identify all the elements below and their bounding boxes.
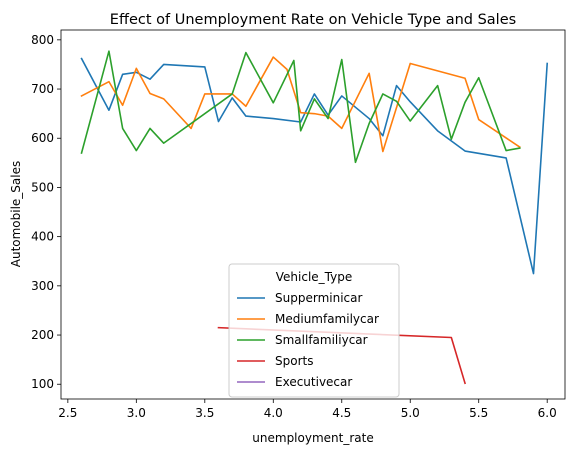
chart-title: Effect of Unemployment Rate on Vehicle T… <box>110 12 516 28</box>
legend-entries: Supperminicar Mediumfamilycar Smallfamiliy… <box>237 291 379 389</box>
x-tick-label: 3.5 <box>195 406 214 420</box>
y-tick-label: 100 <box>31 377 54 391</box>
legend-label-smallfamiliycar: Smallfamiliycar <box>275 333 368 347</box>
y-axis-ticks: 100 200 300 400 500 600 700 800 <box>31 33 61 391</box>
y-axis-title: Automobile_Sales <box>9 161 23 268</box>
legend: Vehicle_Type Supperminicar Mediumfamilyca… <box>228 263 400 398</box>
x-tick-label: 5.5 <box>469 406 488 420</box>
plot-frame <box>60 29 566 400</box>
x-tick-label: 6.0 <box>538 406 557 420</box>
y-tick-label: 700 <box>31 82 54 96</box>
y-tick-label: 800 <box>31 33 54 47</box>
x-axis-ticks: 2.5 3.0 3.5 4.0 4.5 5.0 5.5 6.0 <box>58 399 557 420</box>
x-tick-label: 4.0 <box>264 406 283 420</box>
y-tick-label: 300 <box>31 279 54 293</box>
legend-box <box>228 263 400 398</box>
series-line-mediumfamilycar <box>80 56 521 153</box>
y-tick-label: 500 <box>31 180 54 194</box>
x-tick-label: 5.0 <box>401 406 420 420</box>
series-line-supperminicar <box>80 57 549 275</box>
y-tick-label: 200 <box>31 328 54 342</box>
legend-label-executivecar: Executivecar <box>275 375 352 389</box>
legend-label-mediumfamilycar: Mediumfamilycar <box>275 312 379 326</box>
legend-title: Vehicle_Type <box>276 270 352 284</box>
series-line-smallfamiliycar <box>80 50 521 164</box>
legend-label-sports: Sports <box>275 354 313 368</box>
x-tick-label: 4.5 <box>332 406 351 420</box>
y-tick-label: 600 <box>31 131 54 145</box>
x-tick-label: 3.0 <box>127 406 146 420</box>
y-tick-label: 400 <box>31 230 54 244</box>
x-tick-label: 2.5 <box>58 406 77 420</box>
legend-label-supperminicar: Supperminicar <box>275 291 362 305</box>
x-axis-title: unemployment_rate <box>252 431 373 445</box>
